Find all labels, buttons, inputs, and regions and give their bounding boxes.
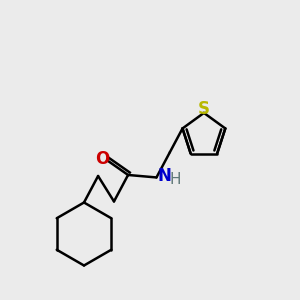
Text: H: H [170,172,182,187]
Text: S: S [198,100,210,118]
Text: N: N [158,167,171,185]
Text: O: O [95,150,109,168]
